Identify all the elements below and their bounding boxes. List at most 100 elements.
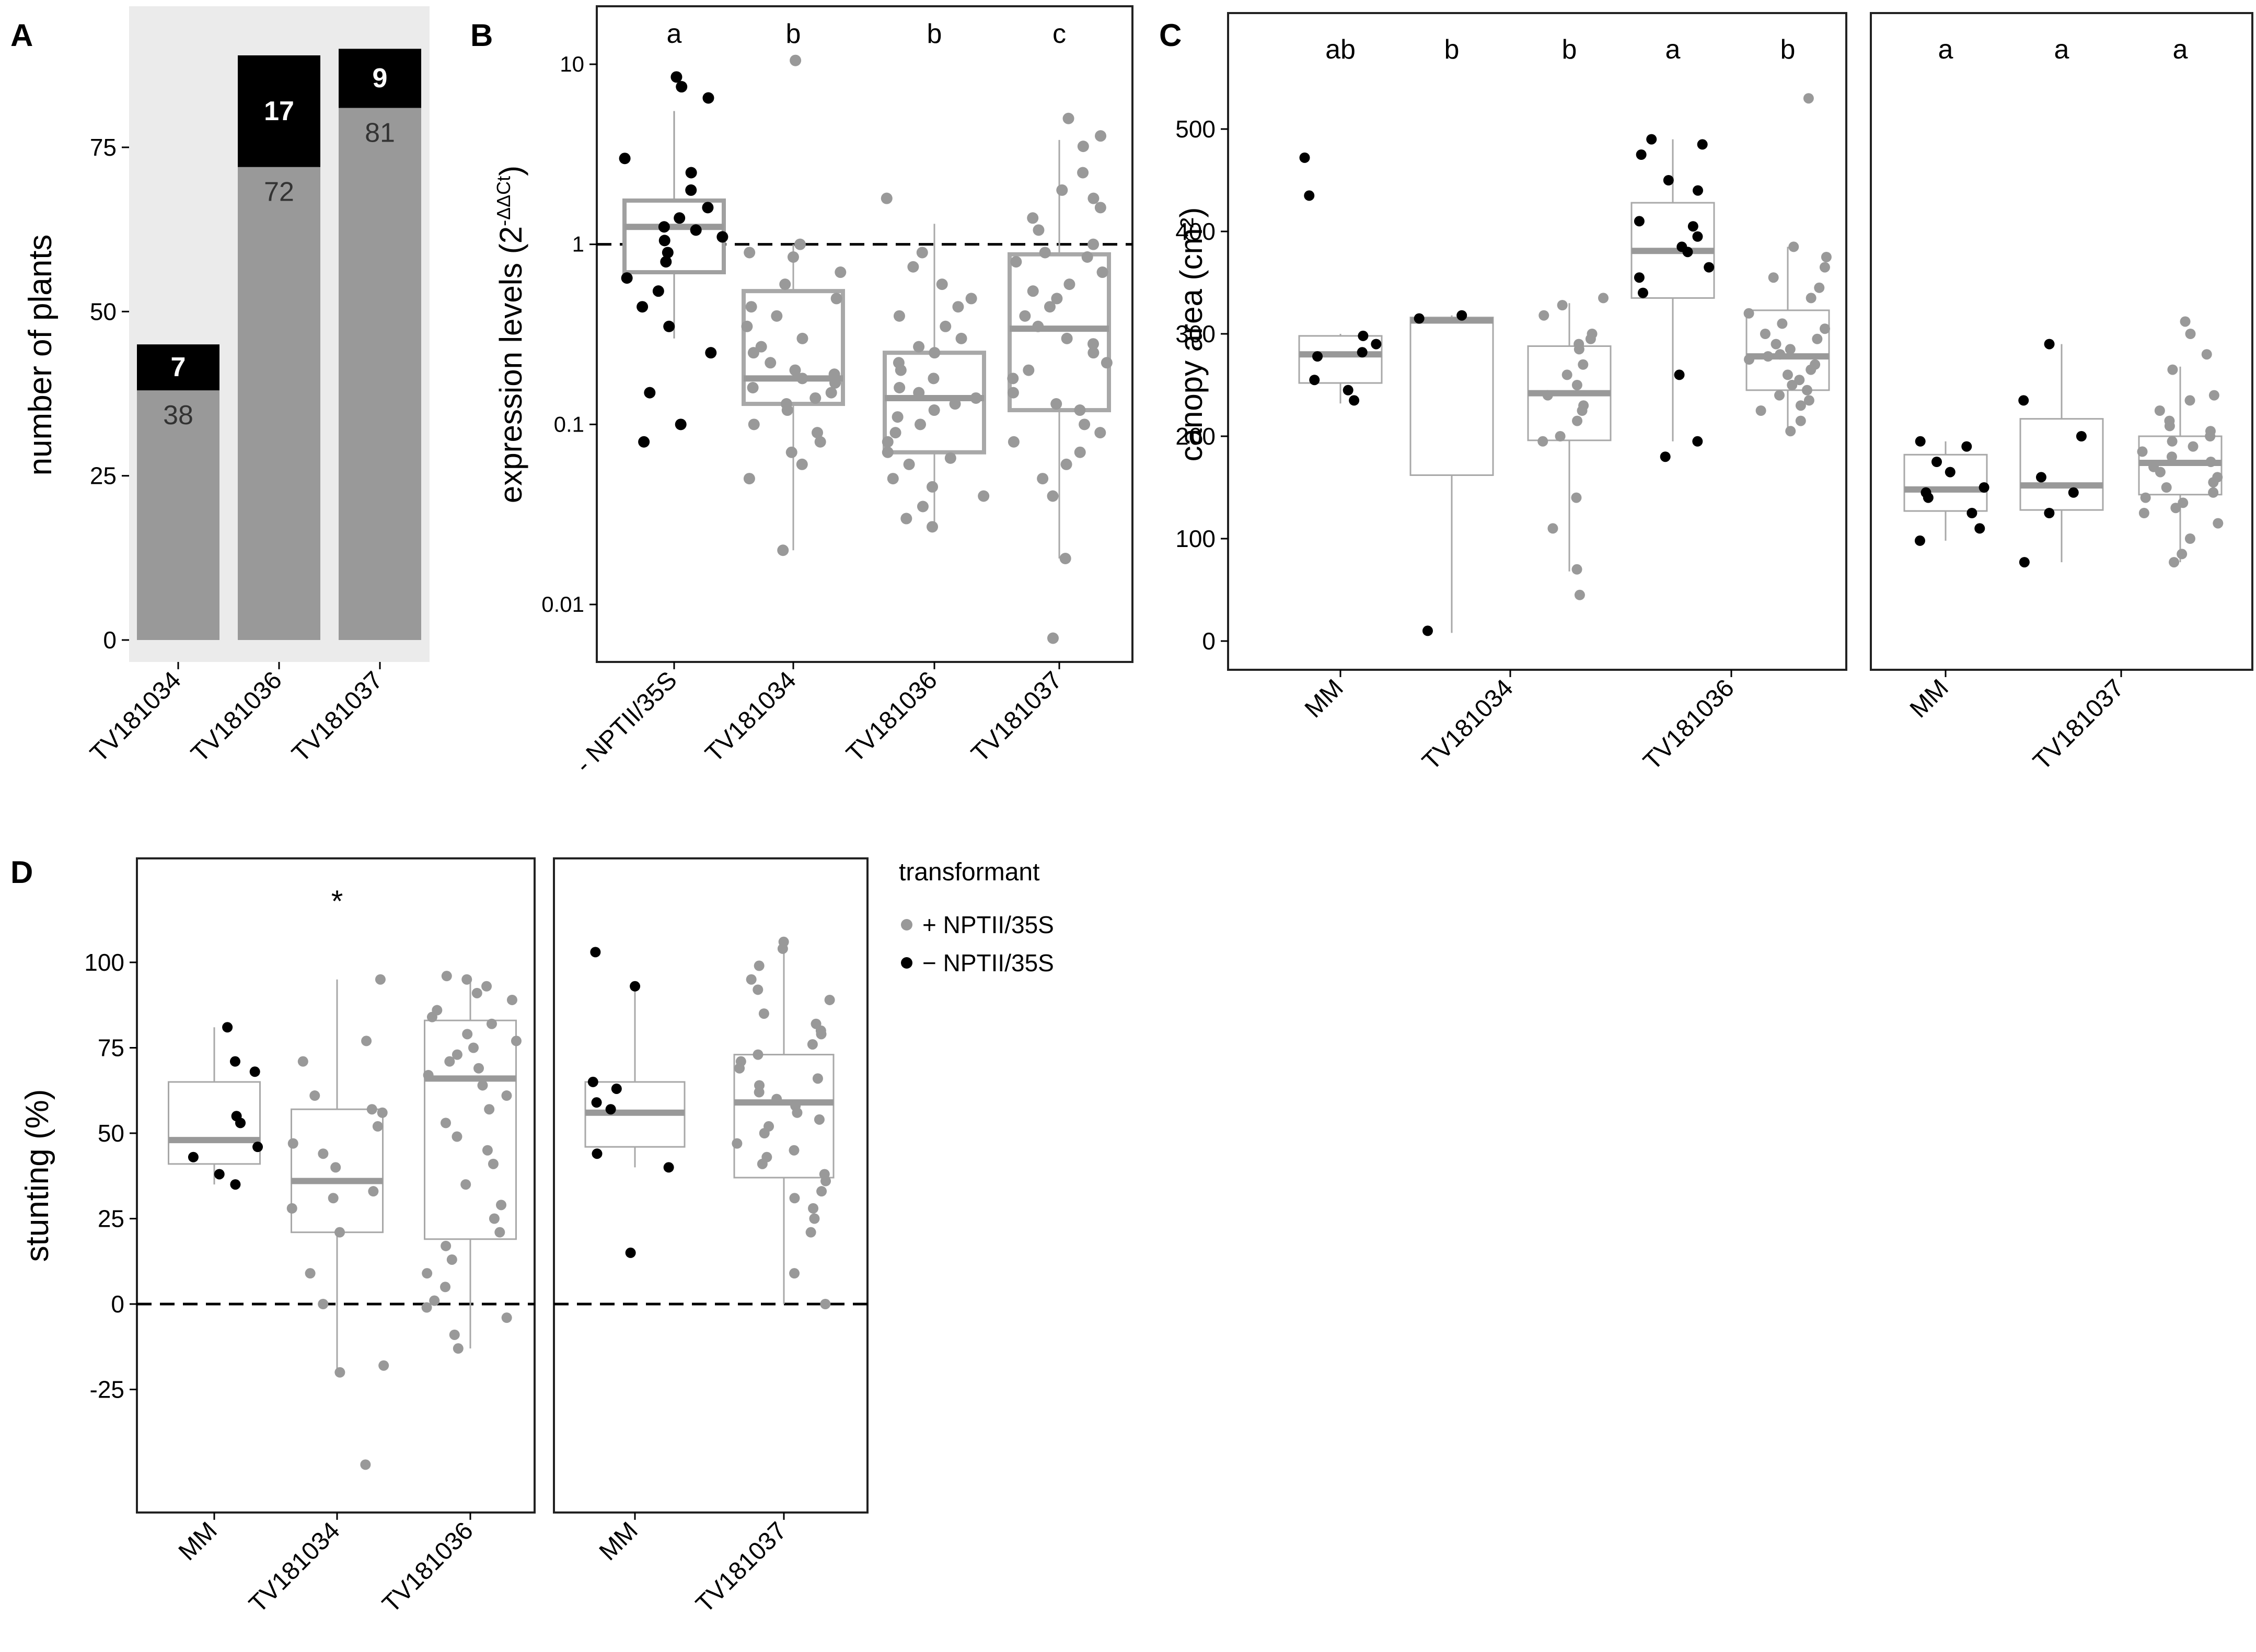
bar-label-negative: 7 (171, 352, 186, 382)
data-point (685, 167, 697, 179)
data-point (820, 1299, 831, 1309)
data-point (587, 1076, 598, 1087)
data-point (663, 320, 675, 332)
data-point (1007, 387, 1019, 399)
data-point (625, 1247, 636, 1258)
data-point (441, 971, 452, 982)
data-point (1561, 369, 1572, 380)
bar-segment-negative (339, 49, 421, 108)
data-point (824, 994, 835, 1005)
data-point (1357, 347, 1368, 358)
data-point (809, 392, 822, 404)
data-point (2180, 316, 2191, 327)
data-point (944, 452, 956, 464)
data-point (1819, 323, 1830, 334)
data-point (903, 458, 915, 470)
data-point (462, 1029, 473, 1040)
y-tick-label: 25 (90, 462, 117, 490)
data-point (423, 1069, 434, 1080)
data-point (619, 153, 631, 165)
data-point (1571, 492, 1582, 503)
significance-letter: a (2054, 34, 2069, 65)
data-point (305, 1268, 316, 1279)
significance-letter: ab (1325, 34, 1356, 65)
data-point (1774, 390, 1785, 401)
data-point (2018, 395, 2029, 406)
data-point (777, 943, 788, 954)
significance-letter: b (927, 19, 942, 49)
data-point (907, 261, 919, 273)
data-point (590, 947, 601, 958)
data-point (318, 1148, 329, 1159)
data-point (1456, 310, 1467, 321)
data-point (489, 1213, 500, 1224)
data-point (1931, 457, 1942, 467)
data-point (663, 1162, 674, 1173)
data-point (889, 427, 901, 439)
box-iqr (622, 198, 726, 275)
data-point (702, 92, 714, 104)
significance-asterisk: * (331, 885, 343, 918)
data-point (1060, 458, 1072, 470)
panel-c-facet-frame (1227, 12, 1847, 671)
data-point (765, 357, 777, 369)
data-point (1775, 349, 1786, 360)
data-point (286, 1203, 297, 1214)
x-tick-label: TV181036 (841, 666, 943, 767)
data-point (829, 377, 841, 389)
data-point (621, 272, 633, 284)
data-point (496, 1200, 507, 1211)
data-point (1704, 262, 1715, 273)
data-point (330, 1162, 341, 1173)
data-point (441, 1118, 452, 1129)
panel-label-a: A (10, 18, 33, 53)
data-point (1803, 93, 1814, 104)
data-point (638, 436, 650, 448)
data-point (894, 381, 906, 393)
data-point (949, 398, 961, 410)
data-point (759, 1128, 770, 1138)
data-point (830, 293, 842, 305)
data-point (2035, 472, 2046, 483)
data-point (1061, 332, 1073, 344)
data-point (368, 1186, 379, 1197)
data-point (2138, 508, 2149, 518)
data-point (670, 71, 682, 83)
data-point (1637, 287, 1648, 298)
data-point (1033, 224, 1045, 236)
data-point (814, 1114, 825, 1125)
data-point (915, 418, 927, 431)
bar-segment-negative (137, 344, 219, 391)
data-point (807, 1039, 818, 1050)
data-point (970, 392, 982, 404)
data-point (1574, 344, 1584, 355)
data-point (1304, 190, 1315, 201)
y-tick-label: 0.01 (541, 592, 584, 616)
data-point (1079, 418, 1091, 431)
data-point (1062, 112, 1074, 124)
panel-c-facet-frame (1870, 12, 2253, 671)
data-point (1077, 167, 1089, 179)
data-point (1692, 436, 1703, 447)
data-point (881, 192, 893, 204)
data-point (1312, 351, 1323, 362)
data-point (1414, 313, 1425, 324)
data-point (1760, 329, 1771, 339)
data-point (1821, 252, 1832, 262)
data-point (1801, 385, 1812, 395)
data-point (2068, 487, 2079, 498)
x-tick-label: TV181036 (377, 1517, 479, 1618)
data-point (1074, 404, 1086, 416)
data-point (1771, 339, 1781, 350)
data-point (754, 960, 765, 971)
data-point (916, 247, 928, 259)
data-point (2161, 482, 2172, 493)
panel-d-facet-frame (553, 857, 869, 1514)
data-point (637, 301, 649, 313)
data-point (2076, 431, 2087, 441)
data-point (685, 184, 697, 196)
data-point (1037, 473, 1049, 485)
data-point (1572, 415, 1583, 426)
data-point (796, 332, 808, 344)
x-tick-label: TV181037 (966, 666, 1068, 767)
